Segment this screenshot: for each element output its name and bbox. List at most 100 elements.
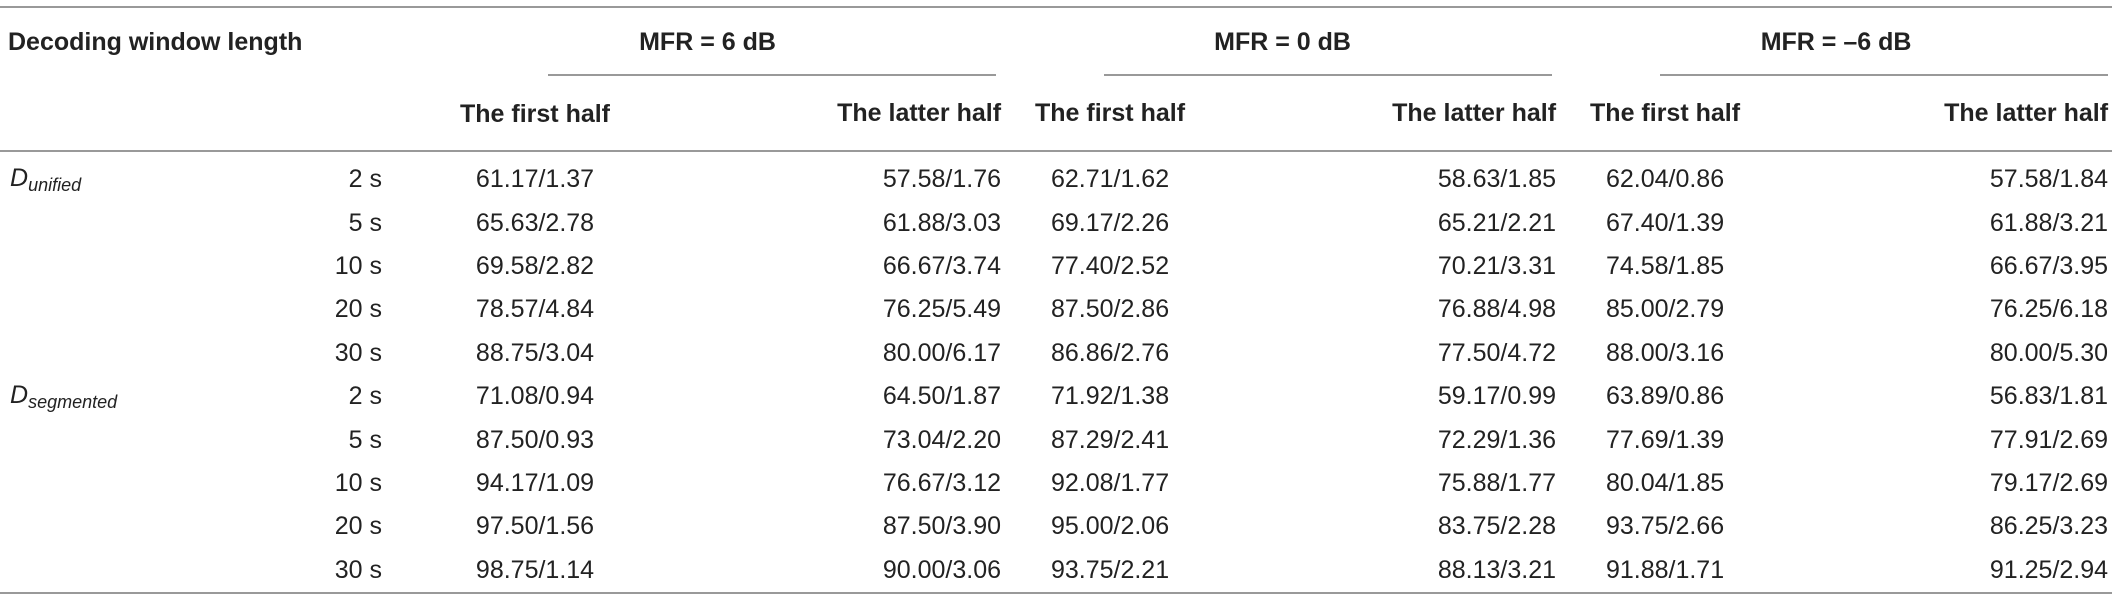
value-cell: 87.50/3.90 xyxy=(882,512,1002,541)
window-length-cell: 2 s xyxy=(348,165,383,194)
value-cell: 95.00/2.06 xyxy=(1050,512,1170,541)
value-cell: 77.69/1.39 xyxy=(1605,425,1725,454)
value-cell: 59.17/0.99 xyxy=(1437,382,1557,411)
value-cell: 97.50/1.56 xyxy=(475,512,595,541)
table-row: Dsegmented 2 s 71.08/0.94 64.50/1.87 71.… xyxy=(0,375,2112,418)
value-cell: 91.88/1.71 xyxy=(1560,548,1771,594)
value-cell: 87.50/0.93 xyxy=(475,425,595,454)
empty-label-cell xyxy=(0,288,290,331)
value-cell: 76.67/3.12 xyxy=(882,468,1002,497)
value-cell: 88.13/3.21 xyxy=(1215,548,1561,594)
table-row: 10 s 69.58/2.82 66.67/3.74 77.40/2.52 70… xyxy=(0,245,2112,288)
table-row: 20 s 78.57/4.84 76.25/5.49 87.50/2.86 76… xyxy=(0,288,2112,331)
group-header-mfr-6db: MFR = 6 dB xyxy=(410,6,1006,77)
results-table: Decoding window length MFR = 6 dB MFR = … xyxy=(0,6,2113,594)
subheader-latter-half: The latter half xyxy=(660,77,1006,152)
value-cell: 57.58/1.76 xyxy=(882,165,1002,194)
value-cell: 66.67/3.95 xyxy=(1989,251,2109,280)
value-cell: 83.75/2.28 xyxy=(1437,512,1557,541)
window-length-cell: 30 s xyxy=(334,338,383,367)
window-length-cell: 2 s xyxy=(348,382,383,411)
value-cell: 75.88/1.77 xyxy=(1437,468,1557,497)
value-cell: 87.50/2.86 xyxy=(1050,295,1170,324)
subheader-first-half: The first half xyxy=(410,77,661,152)
group-rule-mfr-0db xyxy=(1104,74,1552,76)
subheader-first-half: The first half xyxy=(1005,77,1216,152)
value-cell: 77.40/2.52 xyxy=(1050,251,1170,280)
value-cell: 71.08/0.94 xyxy=(475,382,595,411)
group-header-label: MFR = –6 dB xyxy=(1760,28,1912,56)
value-cell: 80.00/6.17 xyxy=(882,338,1002,367)
section-label-segmented: Dsegmented xyxy=(10,380,118,412)
empty-label-cell xyxy=(0,548,290,594)
value-cell: 67.40/1.39 xyxy=(1605,208,1725,237)
value-cell: 58.63/1.85 xyxy=(1437,165,1557,194)
value-cell: 71.92/1.38 xyxy=(1050,382,1170,411)
value-cell: 77.91/2.69 xyxy=(1989,425,2109,454)
value-cell: 86.25/3.23 xyxy=(1989,512,2109,541)
empty-label-cell xyxy=(0,245,290,288)
value-cell: 72.29/1.36 xyxy=(1437,425,1557,454)
value-cell: 77.50/4.72 xyxy=(1437,338,1557,367)
value-cell: 98.75/1.14 xyxy=(410,548,661,594)
value-cell: 64.50/1.87 xyxy=(882,382,1002,411)
value-cell: 93.75/2.21 xyxy=(1005,548,1216,594)
value-cell: 80.04/1.85 xyxy=(1605,468,1725,497)
group-header-mfr-0db: MFR = 0 dB xyxy=(1005,6,1561,77)
subheader-first-half: The first half xyxy=(1560,77,1771,152)
value-cell: 86.86/2.76 xyxy=(1050,338,1170,367)
group-rule-mfr-minus6db xyxy=(1660,74,2108,76)
table-row: 5 s 65.63/2.78 61.88/3.03 69.17/2.26 65.… xyxy=(0,201,2112,244)
window-length-cell: 20 s xyxy=(334,295,383,324)
value-cell: 78.57/4.84 xyxy=(475,295,595,324)
value-cell: 85.00/2.79 xyxy=(1605,295,1725,324)
value-cell: 76.25/5.49 xyxy=(882,295,1002,324)
value-cell: 88.75/3.04 xyxy=(475,338,595,367)
value-cell: 61.17/1.37 xyxy=(475,165,595,194)
window-length-cell: 5 s xyxy=(348,425,383,454)
subheader-latter-half: The latter half xyxy=(1770,77,2113,152)
empty-label-cell xyxy=(0,462,290,505)
value-cell: 90.00/3.06 xyxy=(660,548,1006,594)
value-cell: 62.71/1.62 xyxy=(1050,165,1170,194)
value-cell: 76.25/6.18 xyxy=(1989,295,2109,324)
empty-label-cell xyxy=(0,418,290,461)
value-cell: 56.83/1.81 xyxy=(1989,382,2109,411)
value-cell: 69.58/2.82 xyxy=(475,251,595,280)
value-cell: 73.04/2.20 xyxy=(882,425,1002,454)
group-header-mfr-minus6db: MFR = –6 dB xyxy=(1560,6,2113,77)
value-cell: 63.89/0.86 xyxy=(1605,382,1725,411)
value-cell: 76.88/4.98 xyxy=(1437,295,1557,324)
window-length-cell: 10 s xyxy=(334,468,383,497)
value-cell: 65.63/2.78 xyxy=(475,208,595,237)
empty-label-cell xyxy=(0,505,290,548)
subheader-latter-half: The latter half xyxy=(1215,77,1561,152)
value-cell: 87.29/2.41 xyxy=(1050,425,1170,454)
window-length-cell: 10 s xyxy=(334,251,383,280)
value-cell: 70.21/3.31 xyxy=(1437,251,1557,280)
value-cell: 65.21/2.21 xyxy=(1437,208,1557,237)
empty-label-cell xyxy=(0,332,290,375)
subheader-spacer xyxy=(0,77,411,152)
value-cell: 92.08/1.77 xyxy=(1050,468,1170,497)
value-cell: 66.67/3.74 xyxy=(882,251,1002,280)
value-cell: 62.04/0.86 xyxy=(1605,165,1725,194)
value-cell: 91.25/2.94 xyxy=(1770,548,2113,594)
table-row: 10 s 94.17/1.09 76.67/3.12 92.08/1.77 75… xyxy=(0,462,2112,505)
value-cell: 57.58/1.84 xyxy=(1989,165,2109,194)
value-cell: 61.88/3.21 xyxy=(1989,208,2109,237)
section-label-unified: Dunified xyxy=(10,163,82,195)
table-row: 5 s 87.50/0.93 73.04/2.20 87.29/2.41 72.… xyxy=(0,418,2112,461)
value-cell: 94.17/1.09 xyxy=(475,468,595,497)
group-header-label: MFR = 6 dB xyxy=(639,27,776,56)
table-row: 20 s 97.50/1.56 87.50/3.90 95.00/2.06 83… xyxy=(0,505,2112,548)
window-length-cell: 30 s xyxy=(290,548,411,594)
value-cell: 88.00/3.16 xyxy=(1605,338,1725,367)
value-cell: 93.75/2.66 xyxy=(1605,512,1725,541)
table-row: Dunified 2 s 61.17/1.37 57.58/1.76 62.71… xyxy=(0,151,2112,201)
group-header-label: MFR = 0 dB xyxy=(1214,28,1351,56)
value-cell: 74.58/1.85 xyxy=(1605,251,1725,280)
window-length-cell: 20 s xyxy=(334,512,383,541)
row-header-title: Decoding window length xyxy=(0,6,411,77)
value-cell: 80.00/5.30 xyxy=(1989,338,2109,367)
